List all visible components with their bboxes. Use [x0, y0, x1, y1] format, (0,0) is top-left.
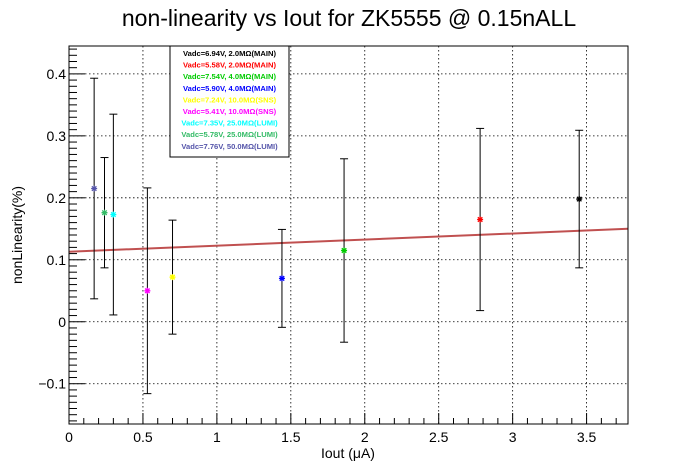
data-point [168, 219, 177, 335]
x-tick-label: 0.5 [133, 429, 153, 445]
x-tick-label: 0 [65, 429, 73, 445]
marker-stroke [91, 185, 97, 192]
y-axis: −0.1 0 0.1 0.2 0.3 0.4 [38, 48, 85, 422]
legend-entry: Vadc=5.78V, 25.0MΩ(LUMI) [181, 130, 278, 139]
y-axis-label: nonLinearity(%) [9, 186, 25, 284]
data-point [109, 113, 118, 316]
x-tick-label: 3 [509, 429, 517, 445]
data-point [340, 158, 349, 343]
legend-entry: Vadc=7.76V, 50.0MΩ(LUMI) [181, 142, 278, 151]
legend-entry: Vadc=5.90V, 4.0MΩ(MAIN) [183, 84, 276, 93]
legend: Vadc=6.94V, 2.0MΩ(MAIN) Vadc=5.58V, 2.0MΩ… [169, 45, 290, 158]
y-tick-label: −0.1 [38, 376, 66, 392]
marker-stroke [279, 275, 285, 282]
marker-stroke [144, 288, 151, 294]
legend-entry: Vadc=7.24V, 10.0MΩ(SNS) [183, 95, 277, 104]
x-tick-label: 1.5 [281, 429, 301, 445]
chart-title: non-linearity vs Iout for ZK5555 @ 0.15n… [122, 5, 576, 31]
data-point [575, 129, 584, 269]
marker-stroke [477, 216, 483, 223]
grid-lines [68, 46, 628, 424]
marker-stroke [341, 247, 347, 254]
legend-entry: Vadc=7.54V, 4.0MΩ(MAIN) [183, 72, 276, 81]
data-point [476, 127, 485, 312]
legend-box [169, 45, 290, 158]
legend-entry: Vadc=7.35V, 25.0MΩ(LUMI) [181, 119, 278, 128]
data-point [277, 228, 286, 328]
x-axis: 0 0.5 1 1.5 2 2.5 3 3.5 [65, 413, 617, 445]
plot-frame [68, 45, 629, 425]
y-tick-label: 0.1 [47, 252, 67, 268]
marker-stroke [576, 196, 582, 202]
data-point [100, 157, 109, 269]
y-tick-label: 0.2 [47, 190, 67, 206]
y-tick-label: 0.4 [47, 66, 67, 82]
x-tick-label: 1 [213, 429, 221, 445]
data-points [90, 77, 584, 395]
fit-line [68, 227, 629, 253]
x-tick-label: 2.5 [429, 429, 449, 445]
marker-stroke [101, 209, 108, 216]
legend-entry: Vadc=5.58V, 2.0MΩ(MAIN) [183, 61, 276, 70]
legend-entry: Vadc=6.94V, 2.0MΩ(MAIN) [183, 49, 276, 58]
x-tick-label: 2 [361, 429, 369, 445]
legend-entry: Vadc=5.41V, 10.0MΩ(SNS) [183, 107, 277, 116]
data-point [90, 77, 99, 300]
marker-stroke [169, 274, 176, 280]
data-point [143, 187, 152, 395]
x-tick-label: 3.5 [577, 429, 597, 445]
fit-line-group [68, 227, 629, 253]
marker-stroke [110, 211, 117, 218]
y-tick-label: 0.3 [47, 128, 67, 144]
y-tick-label: 0 [58, 314, 66, 330]
x-axis-label: Iout (μA) [321, 445, 375, 461]
legend-items: Vadc=6.94V, 2.0MΩ(MAIN) Vadc=5.58V, 2.0MΩ… [181, 49, 278, 151]
